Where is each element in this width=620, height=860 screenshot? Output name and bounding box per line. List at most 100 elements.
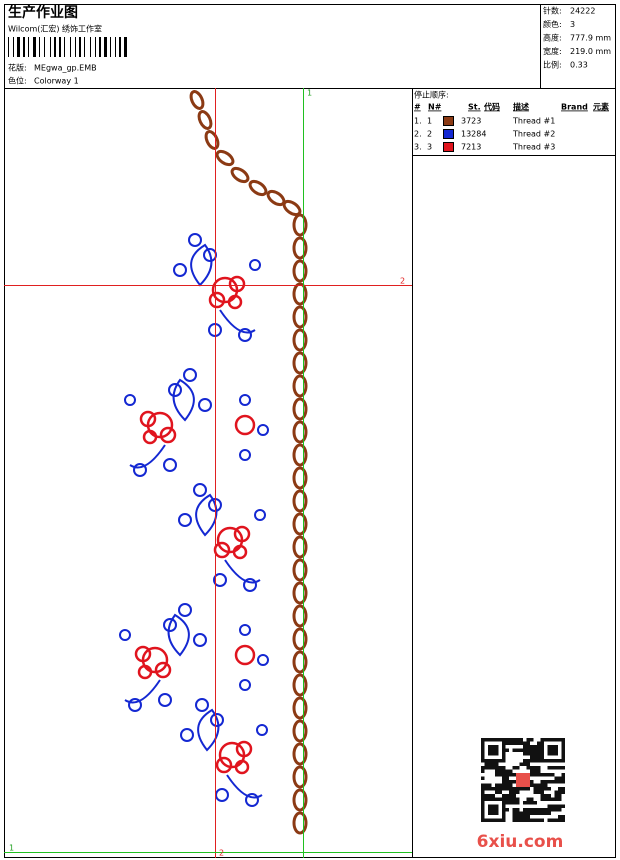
qr-cell — [498, 818, 502, 822]
info-value: 219.0 mm — [570, 47, 611, 56]
qr-cell — [551, 738, 555, 742]
qr-cell — [558, 790, 562, 794]
qr-cell — [481, 741, 485, 745]
qr-cell — [491, 745, 495, 749]
qr-cell — [530, 748, 534, 752]
qr-cell — [505, 773, 509, 777]
qr-cell — [544, 780, 548, 784]
qr-cell — [512, 794, 516, 798]
qr-logo — [516, 773, 530, 787]
qr-cell — [502, 745, 506, 749]
qr-cell — [551, 773, 555, 777]
qr-cell — [488, 738, 492, 742]
red-flower — [235, 740, 253, 758]
design-preview — [119, 90, 308, 835]
qr-cell — [512, 773, 516, 777]
blue-dot — [239, 679, 251, 691]
blue-spiral — [168, 383, 182, 397]
chain-link — [292, 512, 308, 536]
qr-cell — [495, 818, 499, 822]
info-label: 颜色: — [543, 19, 562, 29]
qr-cell — [554, 808, 558, 812]
qr-cell — [544, 773, 548, 777]
qr-cell — [530, 797, 534, 801]
red-flower — [154, 661, 172, 679]
info-label: 高度: — [543, 33, 562, 43]
qr-cell — [509, 741, 513, 745]
qr-cell — [502, 738, 506, 742]
qr-cell — [530, 801, 534, 805]
page-border — [4, 4, 616, 858]
qr-cell — [558, 776, 562, 780]
qr-cell — [484, 738, 488, 742]
bar — [119, 37, 121, 57]
info-list: 针数: 24222 颜色: 3 高度: 777.9 mm 宽度: 219.0 mm 比例: 0.3… — [543, 6, 611, 70]
qr-cell — [544, 783, 548, 787]
red-flower — [139, 410, 157, 428]
qr-cell — [544, 811, 548, 815]
qr-cell — [533, 818, 537, 822]
blue-spiral — [183, 368, 197, 382]
blue-dot — [249, 259, 261, 271]
qr-cell — [547, 794, 551, 798]
qr-cell — [530, 780, 534, 784]
qr-cell — [498, 797, 502, 801]
qr-cell — [551, 759, 555, 763]
row-description: Thread #3 — [512, 143, 555, 152]
qr-cell — [488, 745, 492, 749]
qr-cell — [519, 741, 523, 745]
qr-cell — [491, 804, 495, 808]
studio: Wilcom(汇宏) 绣饰工作室 — [8, 24, 102, 34]
row-code: 7213 — [461, 143, 481, 152]
qr-cell — [526, 762, 530, 766]
info-value: 3 — [570, 20, 575, 29]
chain-link — [292, 742, 308, 766]
bar — [8, 37, 9, 57]
chain-link — [292, 765, 308, 789]
qr-cell — [502, 759, 506, 763]
qr-cell — [495, 804, 499, 808]
chain-link — [292, 558, 308, 582]
qr-cell — [481, 801, 485, 805]
chain-link — [292, 351, 308, 375]
blue-spiral — [213, 573, 227, 587]
qr-cell — [519, 762, 523, 766]
qr-cell — [537, 741, 541, 745]
qr-cell — [558, 787, 562, 791]
design-name: MEgwa_gp.EMB — [34, 64, 97, 73]
qr-cell — [516, 811, 520, 815]
qr-cell — [523, 759, 527, 763]
red-flower — [232, 544, 248, 560]
qr-cell — [533, 745, 537, 749]
qr-cell — [526, 818, 530, 822]
chain-link — [292, 604, 308, 628]
qr-cell — [481, 804, 485, 808]
qr-cell — [537, 783, 541, 787]
column-header: 代码 — [483, 102, 500, 112]
qr-cell — [530, 808, 534, 812]
qr-cell — [526, 787, 530, 791]
qr-cell — [523, 762, 527, 766]
qr-cell — [498, 759, 502, 763]
qr-cell — [509, 738, 513, 742]
qr-cell — [491, 797, 495, 801]
qr-cell — [488, 811, 492, 815]
blue-spiral — [180, 728, 194, 742]
qr-cell — [502, 748, 506, 752]
qr-cell — [537, 766, 541, 770]
qr-cell — [505, 748, 509, 752]
qr-cell — [530, 783, 534, 787]
qr-cell — [488, 748, 492, 752]
qr-cell — [505, 741, 509, 745]
qr-cell — [558, 759, 562, 763]
qr-cell — [533, 769, 537, 773]
blue-dot — [124, 394, 136, 406]
qr-cell — [516, 766, 520, 770]
bar — [13, 37, 14, 57]
qr-cell — [526, 745, 530, 749]
info-value: 0.33 — [570, 61, 588, 70]
chain-link — [197, 110, 213, 130]
qr-cell — [523, 745, 527, 749]
qr-cell — [502, 783, 506, 787]
